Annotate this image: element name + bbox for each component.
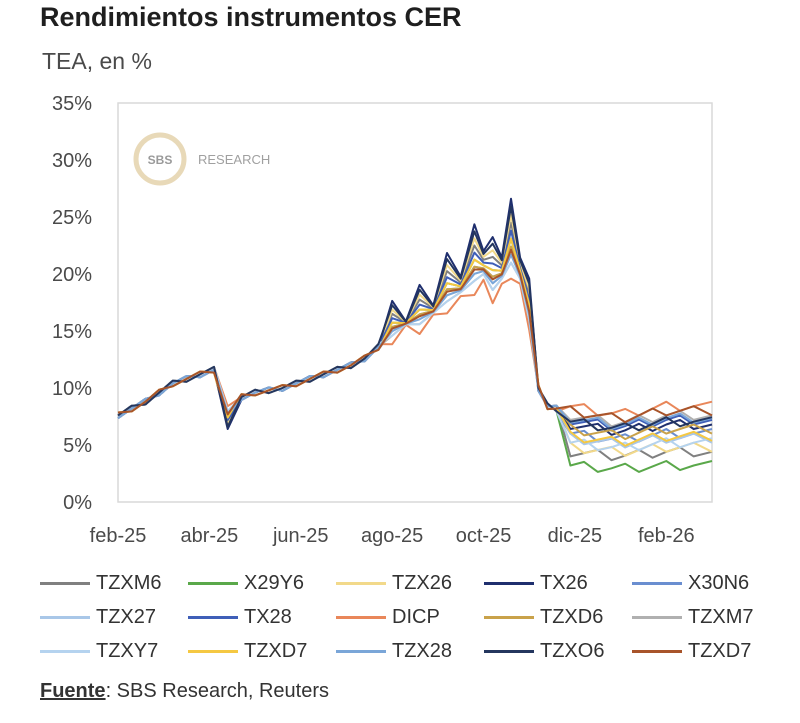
legend-label: X30N6	[688, 571, 750, 594]
legend-item: TZXM7	[632, 606, 780, 629]
legend-swatch	[188, 649, 238, 653]
legend-row: TZXM6 X29Y6 TZX26 TX26 X30N6	[40, 566, 780, 600]
logo-mark: SBS	[148, 153, 173, 167]
y-tick-label: 15%	[52, 321, 92, 343]
legend-item: TZXM6	[40, 572, 188, 595]
legend-swatch	[484, 615, 534, 619]
chart-title: Rendimientos instrumentos CER	[40, 2, 462, 32]
watermark-text: RESEARCH	[198, 152, 270, 167]
legend-item: DICP	[336, 606, 484, 629]
legend-swatch	[40, 649, 90, 653]
legend: TZXM6 X29Y6 TZX26 TX26 X30N6 TZX27 TX28 DICP TZX…	[40, 566, 780, 668]
legend-swatch	[632, 649, 682, 653]
x-tick-label: abr-25	[180, 525, 238, 547]
series-line-tzx27	[117, 253, 713, 449]
y-tick-label: 25%	[52, 207, 92, 229]
y-axis: 0% 5% 10% 15% 20% 25% 30% 35%	[52, 93, 92, 514]
legend-label: TZXM7	[688, 605, 754, 628]
logo-ring	[133, 132, 187, 186]
legend-row: TZX27 TX28 DICP TZXD6 TZXM7	[40, 600, 780, 634]
x-tick-label: dic-25	[548, 525, 602, 547]
legend-swatch	[336, 581, 386, 585]
legend-label: TZX26	[392, 571, 453, 594]
series-layer	[117, 197, 713, 473]
legend-label: TZXY7	[96, 639, 159, 662]
x-tick-label: feb-26	[638, 525, 695, 547]
legend-label: TZXO6	[540, 639, 605, 662]
y-tick-label: 10%	[52, 378, 92, 400]
legend-item: TX28	[188, 606, 336, 629]
legend-label: TX26	[540, 571, 588, 594]
legend-label: TZXM6	[96, 571, 162, 594]
legend-swatch	[188, 581, 238, 585]
legend-label: TZXD6	[540, 605, 604, 628]
legend-item: TZX28	[336, 640, 484, 663]
legend-label: TZXD7	[244, 639, 308, 662]
x-axis: feb-25 abr-25 jun-25 ago-25 oct-25 dic-25 feb-…	[90, 525, 695, 547]
legend-item: TX26	[484, 572, 632, 595]
x-tick-label: feb-25	[90, 525, 147, 547]
y-tick-label: 35%	[52, 93, 92, 115]
y-tick-label: 0%	[63, 492, 92, 514]
legend-swatch	[632, 615, 682, 619]
legend-item: TZXY7	[40, 640, 188, 663]
x-tick-label: ago-25	[361, 525, 423, 547]
source-note: Fuente: SBS Research, Reuters	[40, 680, 329, 703]
y-tick-label: 30%	[52, 150, 92, 172]
source-text: : SBS Research, Reuters	[105, 680, 329, 702]
legend-label: X29Y6	[244, 571, 305, 594]
x-tick-label: jun-25	[272, 525, 329, 547]
legend-swatch	[484, 581, 534, 585]
legend-label: DICP	[392, 605, 440, 628]
source-label: Fuente	[40, 680, 106, 702]
y-tick-label: 20%	[52, 264, 92, 286]
legend-row: TZXY7 TZXD7 TZX28 TZXO6 TZXD7	[40, 634, 780, 668]
legend-swatch	[336, 649, 386, 653]
legend-swatch	[40, 615, 90, 619]
legend-swatch	[484, 649, 534, 653]
watermark-logo: SBS RESEARCH	[133, 132, 270, 186]
legend-label: TX28	[244, 605, 292, 628]
legend-label: TZX28	[392, 639, 453, 662]
line-chart: SBS RESEARCH 0% 5% 10% 15% 20% 25% 30% 35% feb-…	[52, 93, 713, 547]
legend-item: TZXD6	[484, 606, 632, 629]
chart-subtitle: TEA, en %	[42, 48, 152, 74]
legend-label: TZX27	[96, 605, 157, 628]
legend-swatch	[40, 581, 90, 585]
legend-item: TZX26	[336, 572, 484, 595]
legend-swatch	[336, 615, 386, 619]
series-line-tzxd7	[117, 248, 713, 424]
y-tick-label: 5%	[63, 435, 92, 457]
legend-swatch	[632, 581, 682, 585]
series-line-tzxo6	[117, 205, 713, 432]
series-line-x30n6	[117, 245, 713, 443]
legend-item: X29Y6	[188, 572, 336, 595]
legend-item: TZX27	[40, 606, 188, 629]
legend-swatch	[188, 615, 238, 619]
legend-item: TZXD7	[632, 640, 780, 663]
plot-area-border	[117, 102, 713, 503]
legend-item: TZXD7	[188, 640, 336, 663]
legend-label: TZXD7	[688, 639, 752, 662]
series-line-tzxm7	[117, 261, 713, 428]
x-tick-label: oct-25	[456, 525, 512, 547]
series-line-tzx28	[117, 253, 713, 430]
series-line-tzxd7	[117, 237, 713, 447]
legend-item: X30N6	[632, 572, 780, 595]
legend-item: TZXO6	[484, 640, 632, 663]
